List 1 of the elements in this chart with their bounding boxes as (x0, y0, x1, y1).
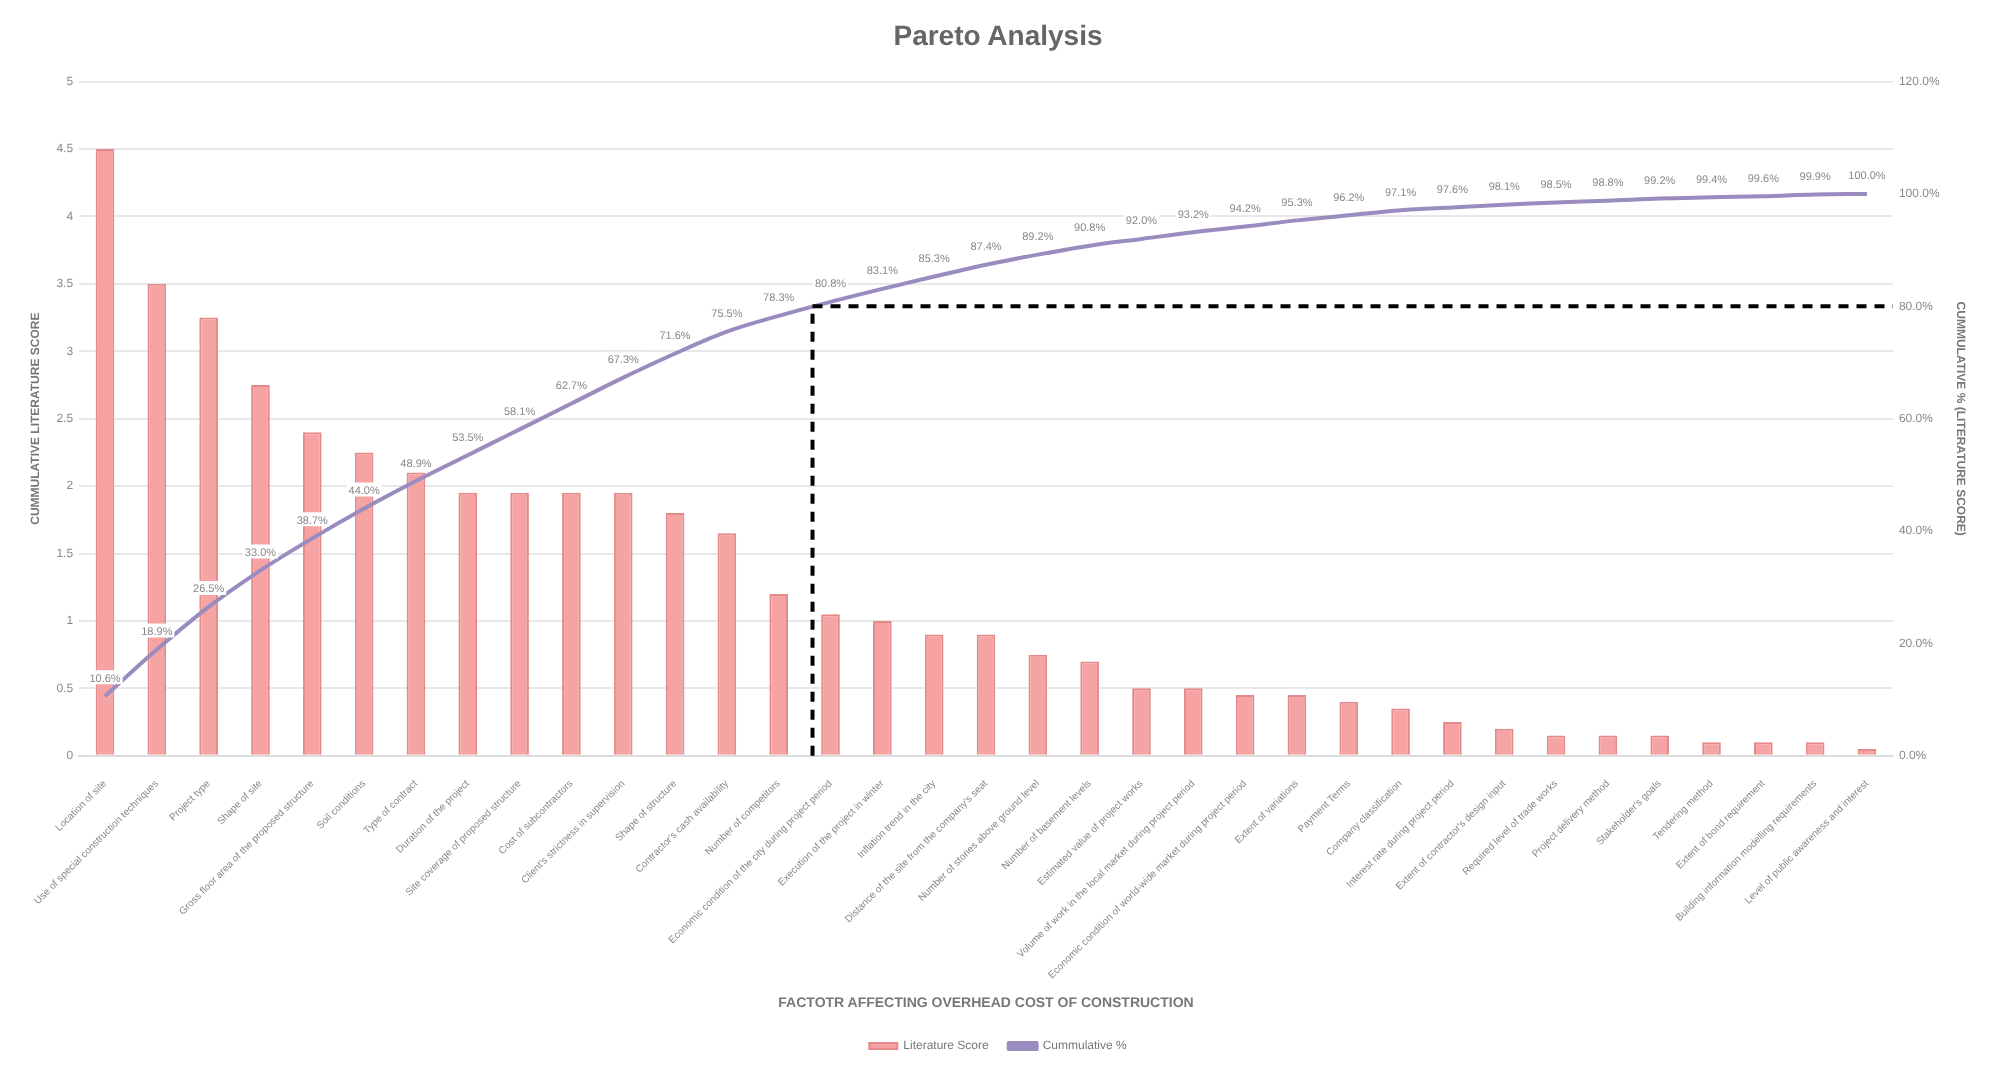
chart-title: Pareto Analysis (893, 18, 1103, 51)
